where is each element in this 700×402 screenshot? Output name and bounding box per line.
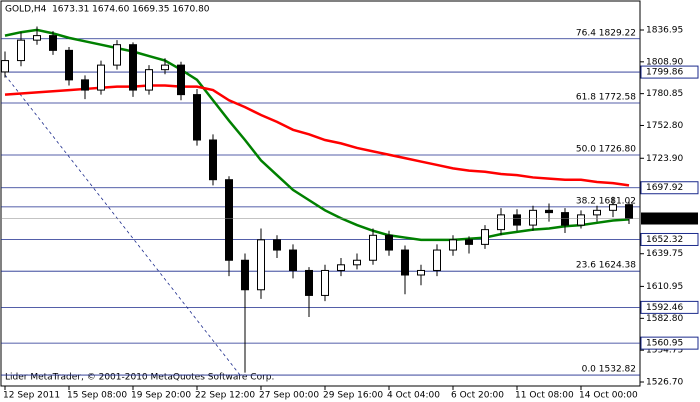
fib-label: 76.4 1829.22 (576, 28, 636, 38)
candle-body (1, 60, 9, 73)
candle-body (497, 214, 505, 231)
candle-body (145, 69, 153, 91)
candle-body (449, 239, 457, 251)
candle-body (17, 39, 25, 62)
candle-body (177, 64, 185, 96)
candle-body (193, 94, 201, 141)
y-tick-label: 1582.80 (646, 314, 683, 324)
last-price-box (641, 212, 698, 225)
candle-body (369, 234, 377, 261)
footer: Lider MetaTrader, © 2001-2010 MetaQuotes… (5, 373, 274, 383)
candle-body (257, 239, 265, 291)
y-tick-label: 1836.95 (646, 26, 683, 36)
price-level-box (640, 300, 699, 314)
candle-body (625, 204, 633, 220)
moving-average (4, 84, 630, 187)
x-tick-label: 19 Sep 20:00 (131, 391, 191, 401)
candle-body (225, 179, 233, 261)
price-level-box (640, 232, 699, 246)
fib-label: 61.8 1772.58 (576, 93, 636, 103)
price-level-box (640, 181, 699, 195)
price-level-box (640, 65, 699, 79)
y-tick-label: 1723.90 (646, 154, 683, 164)
x-tick-label: 22 Sep 12:00 (195, 391, 255, 401)
y-tick-label: 1526.70 (646, 377, 683, 387)
y-tick-label: 1639.75 (646, 249, 683, 259)
candle-body (513, 214, 521, 226)
candle-body (401, 249, 409, 276)
x-tick-label: 6 Oct 20:00 (451, 391, 504, 401)
y-tick-label: 1780.85 (646, 89, 683, 99)
candle-body (337, 264, 345, 271)
moving-average (4, 28, 630, 242)
candle-body (321, 269, 329, 296)
last-price-label: 1670.80 (646, 214, 683, 224)
candle-body (113, 44, 121, 66)
candle-body (561, 212, 569, 226)
candle-body (81, 79, 89, 91)
chart-title: GOLD,H4 1673.31 1674.60 1669.35 1670.80 (5, 5, 210, 15)
candle-body (433, 249, 441, 271)
x-tick-label: 29 Sep 16:00 (323, 391, 383, 401)
x-tick-label: 12 Sep 2011 (3, 391, 60, 401)
price-level-label: 1560.95 (646, 339, 683, 349)
x-tick-label: 4 Oct 04:00 (387, 391, 440, 401)
y-tick-label: 1610.95 (646, 282, 683, 292)
candle-body (465, 239, 473, 245)
plot-frame (0, 0, 641, 387)
candle-body (385, 234, 393, 251)
candle-body (289, 249, 297, 271)
y-tick-label: 1752.80 (646, 121, 683, 131)
candle-body (129, 44, 137, 91)
x-tick-label: 11 Oct 08:00 (515, 391, 574, 401)
y-tick-label: 1554.75 (646, 346, 683, 356)
candle-body (305, 269, 313, 296)
candle-body (529, 209, 537, 226)
candle-body (353, 259, 361, 266)
candle-body (481, 229, 489, 245)
candle-body (97, 64, 105, 91)
candle-body (65, 49, 73, 81)
candle-body (545, 209, 553, 214)
candle-body (209, 139, 217, 181)
x-tick-label: 27 Sep 00:00 (259, 391, 319, 401)
price-level-label: 1799.86 (646, 68, 683, 78)
candle-body (161, 64, 169, 71)
x-tick-label: 15 Sep 08:00 (67, 391, 127, 401)
price-level-label: 1652.32 (646, 235, 683, 245)
x-tick-label: 14 Oct 00:00 (579, 391, 638, 401)
fib-label: 23.6 1624.38 (576, 261, 636, 271)
fib-label: 38.2 1681.02 (576, 196, 636, 206)
fib-label: 0.0 1532.82 (582, 365, 636, 375)
candle-body (33, 35, 41, 41)
candle-body (49, 35, 57, 51)
candle-body (593, 209, 601, 216)
candle-body (241, 259, 249, 291)
price-level-box (640, 336, 699, 350)
candle-body (273, 239, 281, 251)
y-tick-label: 1808.90 (646, 57, 683, 67)
candle-body (577, 214, 585, 226)
candle-body (417, 269, 425, 276)
price-level-label: 1592.46 (646, 303, 683, 313)
candle-body (609, 204, 617, 211)
price-level-label: 1697.92 (646, 183, 683, 193)
fib-label: 50.0 1726.80 (576, 144, 636, 154)
